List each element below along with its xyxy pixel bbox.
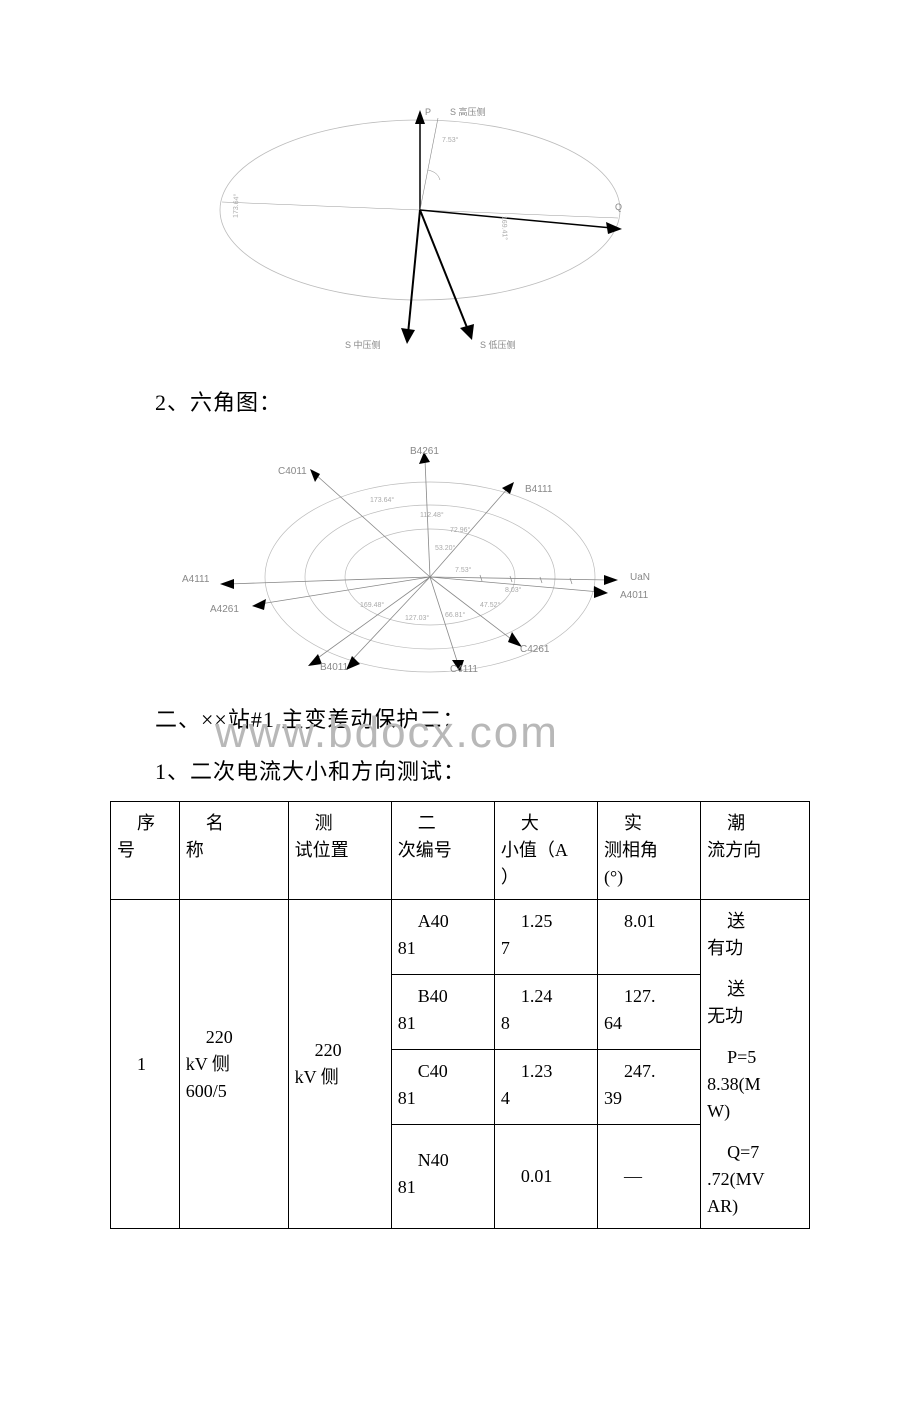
code-a-l2: 81 [398,935,488,962]
angle-right: 169.41° [500,216,509,241]
pos-l1: 220 [295,1037,385,1064]
hdr-angle3: (°) [604,864,694,891]
lbl-a4011: A4011 [620,590,649,601]
ang-3: 53.20° [435,544,456,552]
ang-1: 112.48° [420,511,444,519]
hdr-val3: ） [501,864,591,891]
hexagon-diagram: C4011 B4261 B4111 A4111 A4261 UaN A4011 … [160,432,720,682]
flow-3a: P=5 [707,1044,803,1071]
hdr-val: 大 [501,810,591,837]
watermark: www.bdocx.com [215,708,559,758]
lbl-b4011: B4011 [320,662,349,673]
hdr-val2: 小值（A [501,837,591,864]
lbl-b4261: B4261 [410,446,439,457]
ang-b-l1: 127. [604,983,694,1010]
ang-c-l2: 39 [604,1085,694,1112]
hdr-flow: 潮 [707,810,803,837]
val-c-l1: 1.23 [501,1058,591,1085]
pos-l2: kV 侧 [295,1064,385,1091]
val-a-l2: 7 [501,935,591,962]
label-lv: S 低压侧 [480,339,516,350]
name-l3: 600/5 [186,1078,282,1105]
ang-4: 7.53° [455,566,472,574]
section-hexagon-title: 2、六角图： [155,385,920,417]
ang-n: — [604,1163,694,1190]
lbl-c4011: C4011 [278,466,307,477]
ang-a: 8.01 [604,908,694,935]
phasor-diagram-1: P S 高压侧 7.53° 173.64° 169.41° Q S 中压侧 S … [180,100,660,370]
lbl-c4111: C4111 [450,664,478,675]
hdr-name: 名 [186,810,282,837]
hdr-pos: 测 [295,810,385,837]
measurement-table: 序 号 名 称 测 试位置 二 次编号 大 小值（A ） 实 测相角 (°) 潮… [110,801,810,1229]
lbl-a4261: A4261 [210,604,239,615]
code-c-l1: C40 [398,1058,488,1085]
table-row: 1 220 kV 侧 600/5 220 kV 侧 A40 81 1.25 7 … [111,900,810,975]
table-header-row: 序 号 名 称 测 试位置 二 次编号 大 小值（A ） 实 测相角 (°) 潮… [111,802,810,900]
row-index: 1 [117,1051,173,1078]
flow-2b: 无功 [707,1003,803,1030]
hdr-flow2: 流方向 [707,837,803,864]
q-label: Q [615,202,622,212]
flow-3b: 8.38(M [707,1071,803,1098]
code-b-l1: B40 [398,983,488,1010]
lbl-c4261: C4261 [520,644,550,655]
hdr-name2: 称 [186,837,282,864]
ang-6: 127.03° [405,614,429,622]
angle-753: 7.53° [442,136,459,144]
ang-0: 173.64° [370,496,394,504]
label-hv: S 高压侧 [450,106,486,117]
code-b-l2: 81 [398,1010,488,1037]
flow-2a: 送 [707,976,803,1003]
code-c-l2: 81 [398,1085,488,1112]
hdr-seq: 序 [117,810,173,837]
ang-8: 47.52° [480,601,501,609]
flow-1b: 有功 [707,935,803,962]
val-b-l1: 1.24 [501,983,591,1010]
p-label: P [425,107,431,117]
ang-7: 66.81° [445,611,466,619]
flow-1a: 送 [707,908,803,935]
code-n-l2: 81 [398,1174,488,1201]
hdr-angle2: 测相角 [604,837,694,864]
code-a-l1: A40 [398,908,488,935]
flow-4b: .72(MV [707,1166,803,1193]
lbl-b4111: B4111 [525,484,553,495]
name-l1: 220 [186,1024,282,1051]
section-3-title: 1、二次电流大小和方向测试： [155,754,920,786]
hdr-pos2: 试位置 [295,837,385,864]
flow-4a: Q=7 [707,1139,803,1166]
name-l2: kV 侧 [186,1051,282,1078]
code-n-l1: N40 [398,1147,488,1174]
ang-5: 169.48° [360,601,384,609]
flow-3c: W) [707,1098,803,1125]
hdr-code: 二 [398,810,488,837]
val-n: 0.01 [501,1163,591,1190]
hdr-angle: 实 [604,810,694,837]
ang-b-l2: 64 [604,1010,694,1037]
hdr-seq2: 号 [117,837,173,864]
flow-4c: AR) [707,1193,803,1220]
lbl-uan: UaN [630,572,650,583]
ang-2: 72.96° [450,526,471,534]
val-a-l1: 1.25 [501,908,591,935]
hdr-code2: 次编号 [398,837,488,864]
angle-left: 173.64° [232,193,241,218]
label-mv: S 中压侧 [345,339,381,350]
ang-9: 8.03° [505,586,522,594]
lbl-a4111: A4111 [182,574,210,585]
val-c-l2: 4 [501,1085,591,1112]
val-b-l2: 8 [501,1010,591,1037]
ang-c-l1: 247. [604,1058,694,1085]
